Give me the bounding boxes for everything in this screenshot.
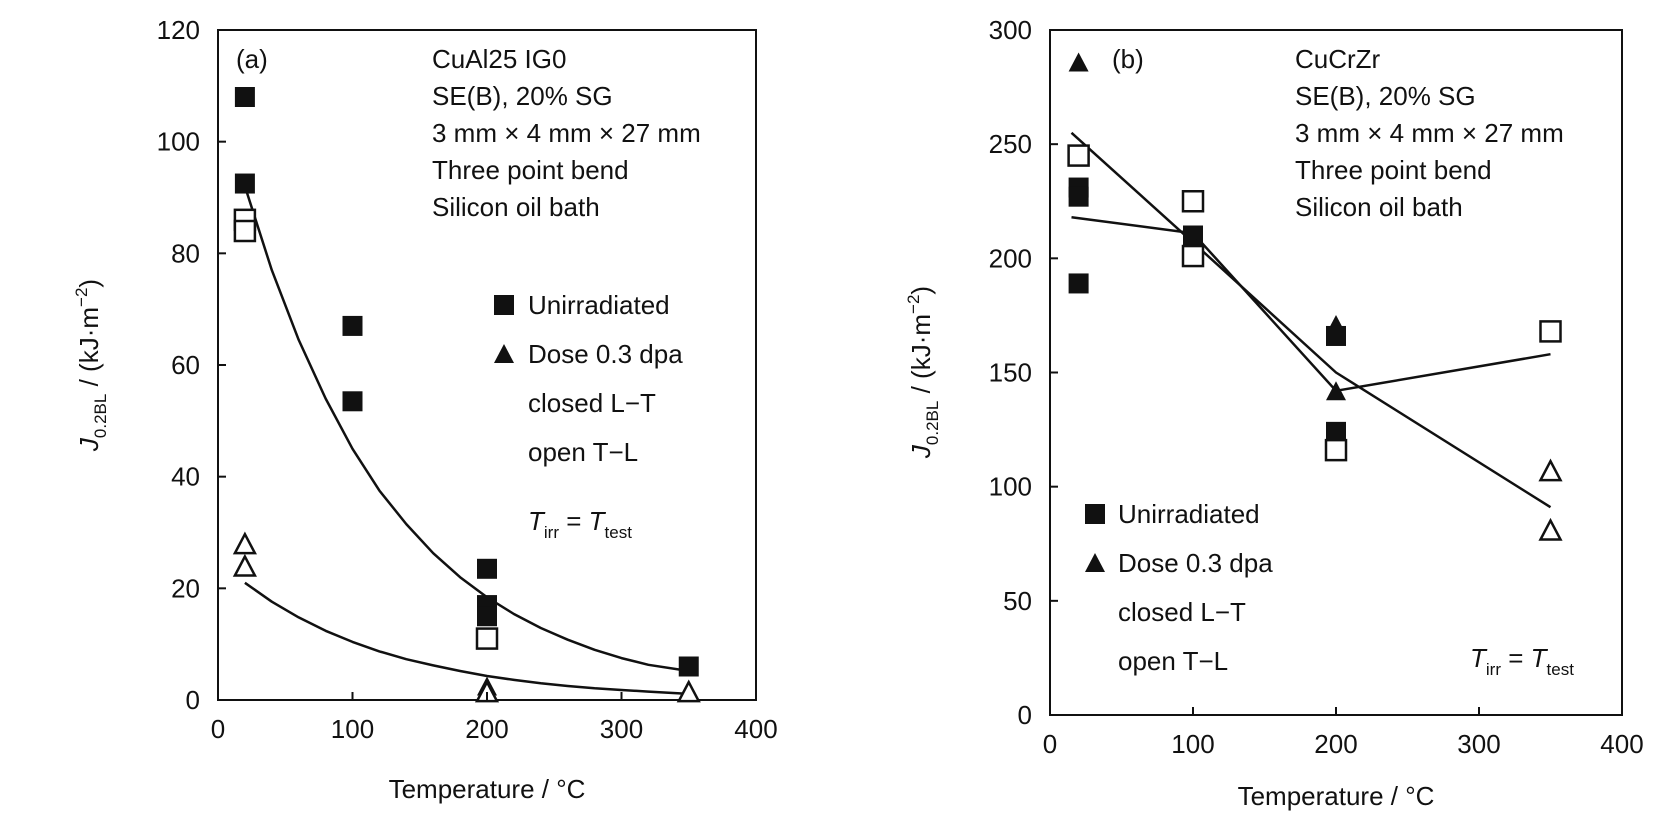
- x-tick-label: 400: [1600, 729, 1643, 759]
- annotation-line: 3 mm × 4 mm × 27 mm: [432, 118, 701, 148]
- annotation-line: Silicon oil bath: [432, 192, 600, 222]
- data-point-filled-square: [342, 315, 363, 336]
- legend-label: closed L−T: [1118, 597, 1246, 627]
- y-tick-label: 200: [989, 243, 1032, 273]
- legend-label: open T−L: [1118, 646, 1228, 676]
- y-tick-label: 100: [989, 472, 1032, 502]
- legend-label: Dose 0.3 dpa: [1118, 548, 1273, 578]
- y-tick-label: 100: [157, 127, 200, 157]
- y-tick-label: 40: [171, 462, 200, 492]
- condition-label: Tirr = Ttest: [1470, 643, 1574, 679]
- chart-panel-b: 0 100 200 300 400 0 50 100 150 200 250 3…: [904, 15, 1644, 811]
- x-tick-label: 100: [1171, 729, 1214, 759]
- x-tick-label: 300: [600, 714, 643, 744]
- data-point-filled-triangle: [1326, 381, 1346, 401]
- legend: Unirradiated Dose 0.3 dpa closed L−T ope…: [494, 290, 683, 467]
- panel-label: (a): [236, 44, 268, 74]
- x-tick-label: 100: [331, 714, 374, 744]
- x-tick-label: 0: [1043, 729, 1057, 759]
- x-tick-label: 300: [1457, 729, 1500, 759]
- legend-marker-filled-triangle: [1085, 553, 1105, 572]
- y-tick-label: 60: [171, 350, 200, 380]
- annotation-line: Three point bend: [1295, 155, 1492, 185]
- y-tick-label: 0: [1018, 700, 1032, 730]
- data-point-open-triangle: [474, 679, 500, 703]
- condition-label: Tirr = Ttest: [528, 506, 632, 542]
- legend-label: Unirradiated: [1118, 499, 1260, 529]
- annotation-line: CuCrZr: [1295, 44, 1381, 74]
- annotation-line: SE(B), 20% SG: [432, 81, 613, 111]
- fit-curve-2: [1070, 131, 1552, 509]
- y-tick-label: 0: [186, 685, 200, 715]
- annotation-line: SE(B), 20% SG: [1295, 81, 1476, 111]
- x-axis-title: Temperature / °C: [1238, 781, 1435, 811]
- fit-curve-1: [1071, 215, 1551, 393]
- data-point-filled-square: [1068, 186, 1089, 207]
- data-markers: [232, 87, 701, 703]
- data-point-filled-square: [234, 87, 255, 107]
- annotation-line: CuAl25 IG0: [432, 44, 566, 74]
- data-point-open-square: [475, 627, 499, 650]
- legend: Unirradiated Dose 0.3 dpa closed L−T ope…: [1085, 499, 1273, 676]
- fit-curve-2: [244, 581, 689, 696]
- data-point-open-triangle: [676, 679, 701, 703]
- legend-label: Dose 0.3 dpa: [528, 339, 683, 369]
- data-point-filled-square: [1326, 325, 1346, 346]
- data-point-filled-square: [234, 173, 255, 194]
- legend-label: closed L−T: [528, 388, 656, 418]
- annotation-line: Three point bend: [432, 155, 629, 185]
- y-axis-title: J0.2BL / (kJ·m−2): [72, 279, 110, 452]
- data-markers: [1067, 52, 1563, 541]
- axis-ticks: [1049, 29, 1623, 716]
- y-tick-label: 250: [989, 129, 1032, 159]
- y-tick-label: 50: [1003, 586, 1032, 616]
- data-point-filled-square: [342, 391, 363, 412]
- legend-label: open T−L: [528, 437, 638, 467]
- data-point-filled-square: [678, 656, 699, 677]
- data-point-filled-triangle: [1068, 52, 1089, 72]
- panel-label: (b): [1112, 44, 1144, 74]
- y-tick-label: 120: [157, 15, 200, 45]
- axis-ticks: [217, 29, 757, 701]
- y-tick-label: 20: [171, 573, 200, 603]
- fit-curves: [1070, 131, 1552, 509]
- data-point-filled-square: [1068, 273, 1089, 294]
- data-point-open-square: [1067, 144, 1090, 167]
- x-axis-title: Temperature / °C: [389, 774, 586, 804]
- legend-marker-filled-square: [494, 295, 514, 315]
- data-point-open-triangle: [1538, 458, 1563, 482]
- data-point-filled-square: [477, 558, 497, 579]
- data-point-open-triangle: [232, 553, 257, 577]
- x-tick-label: 400: [734, 714, 777, 744]
- data-point-open-triangle: [1538, 517, 1563, 541]
- annotation-line: 3 mm × 4 mm × 27 mm: [1295, 118, 1564, 148]
- data-point-open-square: [1539, 320, 1562, 343]
- legend-marker-filled-square: [1085, 504, 1105, 524]
- data-point-filled-square: [477, 606, 497, 627]
- x-tick-label: 200: [1314, 729, 1357, 759]
- data-point-open-square: [233, 219, 257, 243]
- data-point-open-square: [1324, 438, 1348, 462]
- annotation-line: Silicon oil bath: [1295, 192, 1463, 222]
- fit-curve-1: [243, 185, 689, 673]
- fit-curves: [243, 185, 689, 696]
- data-point-open-square: [1181, 244, 1205, 268]
- chart-panel-a: 0 100 200 300 400 0 20 40 60 80 100 120 …: [72, 15, 778, 804]
- legend-label: Unirradiated: [528, 290, 670, 320]
- y-axis-title: J0.2BL / (kJ·m−2): [904, 286, 942, 459]
- data-point-open-triangle: [232, 531, 257, 555]
- y-tick-label: 150: [989, 358, 1032, 388]
- x-tick-label: 0: [211, 714, 225, 744]
- data-point-filled-square: [1326, 421, 1346, 442]
- legend-marker-filled-triangle: [494, 344, 514, 363]
- y-tick-label: 300: [989, 15, 1032, 45]
- x-tick-label: 200: [465, 714, 508, 744]
- y-tick-label: 80: [171, 238, 200, 268]
- data-point-open-square: [1181, 190, 1205, 213]
